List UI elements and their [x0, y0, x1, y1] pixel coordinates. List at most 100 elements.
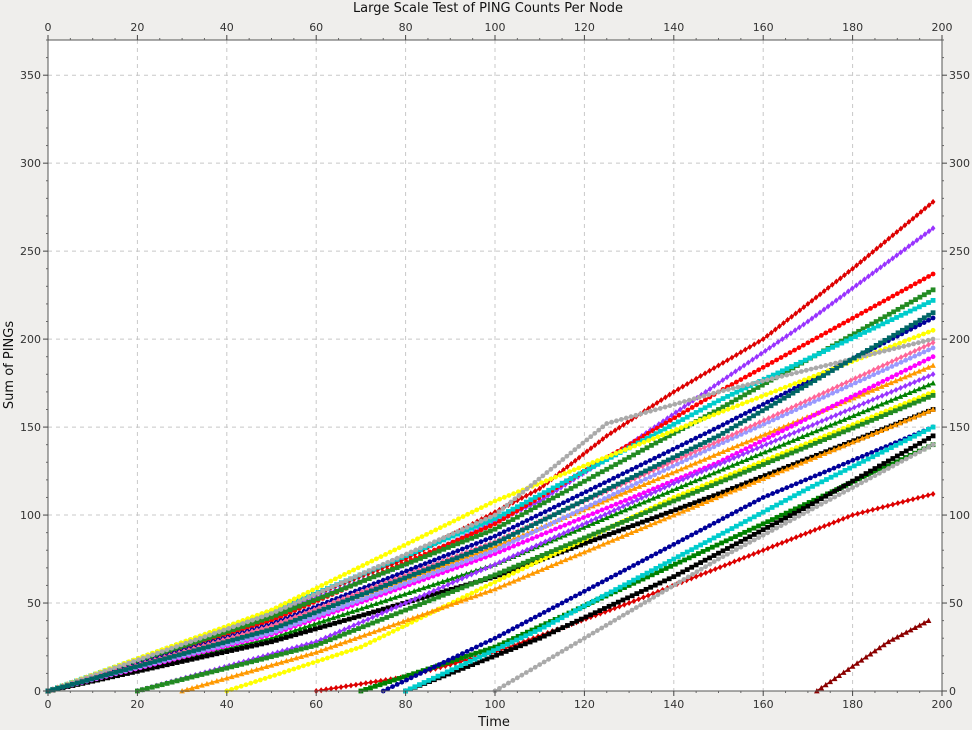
data-point	[305, 589, 311, 595]
data-point	[559, 615, 565, 621]
data-point	[426, 677, 432, 683]
data-point	[760, 532, 766, 538]
data-point	[737, 365, 743, 372]
data-point	[269, 622, 274, 629]
data-point	[843, 396, 849, 402]
data-point	[221, 630, 227, 636]
data-point	[515, 522, 521, 528]
data-point	[912, 451, 918, 457]
data-point	[197, 635, 203, 641]
data-point	[850, 478, 855, 484]
data-point	[720, 530, 726, 536]
data-point	[323, 639, 329, 644]
data-point	[816, 375, 822, 381]
data-point	[370, 614, 376, 621]
data-point	[801, 425, 806, 432]
data-point	[365, 616, 371, 623]
data-point	[560, 457, 566, 462]
data-point	[455, 548, 461, 554]
data-point	[730, 385, 736, 391]
data-point	[315, 590, 321, 596]
data-point	[432, 557, 437, 563]
data-point	[626, 454, 632, 460]
data-point	[877, 349, 882, 355]
data-point	[302, 618, 308, 624]
data-point	[515, 568, 521, 574]
data-point	[809, 454, 815, 460]
data-point	[690, 490, 696, 496]
data-point	[234, 663, 240, 668]
data-point	[678, 505, 683, 511]
data-point	[635, 560, 641, 566]
data-point	[925, 394, 931, 400]
data-point	[851, 355, 857, 361]
data-point	[595, 581, 601, 587]
data-point	[427, 541, 433, 547]
data-point	[355, 565, 361, 571]
data-point	[680, 508, 687, 514]
data-point	[698, 527, 704, 533]
data-point	[914, 212, 920, 219]
data-point	[611, 507, 617, 514]
data-point	[683, 423, 689, 429]
data-point	[364, 590, 370, 596]
data-point	[581, 549, 588, 555]
data-point	[831, 465, 837, 471]
data-point	[716, 556, 721, 562]
data-point	[424, 531, 429, 537]
data-point	[432, 550, 437, 556]
data-point	[537, 635, 543, 641]
data-point	[584, 448, 590, 455]
data-point	[742, 346, 748, 353]
data-point	[671, 541, 677, 547]
x-top-tick-label: 200	[932, 21, 953, 34]
data-point	[869, 345, 875, 351]
data-point	[930, 354, 936, 360]
data-point	[889, 364, 895, 369]
data-point	[701, 456, 708, 462]
data-point	[419, 611, 426, 618]
data-point	[814, 481, 820, 487]
data-point	[581, 515, 586, 520]
data-point	[846, 268, 851, 275]
data-point	[264, 609, 270, 615]
data-point	[352, 581, 358, 587]
data-point	[792, 327, 798, 334]
data-point	[790, 390, 796, 396]
data-point	[774, 489, 780, 494]
data-point	[741, 483, 748, 489]
data-point	[154, 683, 160, 689]
data-point	[713, 481, 719, 487]
data-point	[813, 312, 819, 319]
data-point	[842, 272, 847, 279]
data-point	[464, 558, 469, 564]
data-point	[487, 535, 493, 541]
data-point	[268, 662, 275, 668]
data-point	[834, 388, 840, 394]
data-point	[335, 597, 341, 604]
data-point	[474, 507, 480, 513]
data-point	[906, 243, 912, 250]
data-point	[636, 501, 643, 507]
data-point	[787, 350, 793, 355]
data-point	[640, 447, 645, 453]
data-point	[930, 315, 936, 321]
data-point	[633, 481, 639, 486]
data-point	[895, 330, 901, 336]
data-point	[720, 396, 726, 401]
data-point	[883, 412, 889, 418]
data-point	[278, 603, 284, 609]
data-point	[906, 416, 913, 422]
data-point	[781, 320, 786, 327]
data-point	[559, 649, 565, 654]
data-point	[786, 464, 791, 469]
data-point	[756, 464, 762, 469]
data-point	[420, 584, 427, 591]
data-point	[658, 397, 664, 404]
data-point	[620, 487, 626, 493]
data-point	[890, 636, 896, 642]
data-point	[834, 401, 840, 407]
data-point	[872, 466, 878, 471]
data-point	[342, 572, 347, 577]
data-point	[407, 573, 412, 579]
